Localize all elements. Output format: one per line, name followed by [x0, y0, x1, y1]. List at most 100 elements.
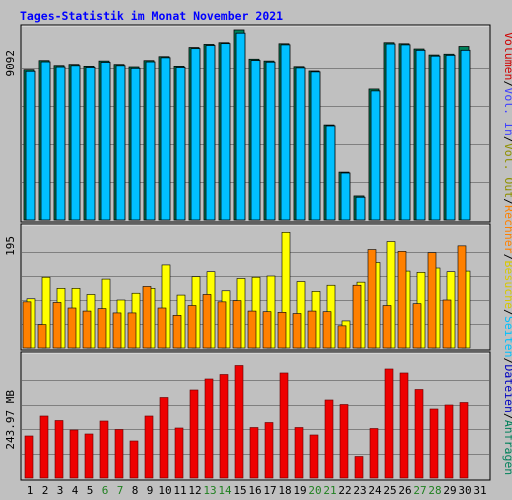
legend-entry: / [502, 136, 512, 143]
legend-entry: / [502, 254, 512, 261]
dateien-bar [325, 125, 336, 221]
rechner-bar [262, 311, 272, 349]
day-tick-label: 19 [293, 484, 306, 497]
rechner-bar [97, 308, 107, 349]
dateien-bar [205, 45, 216, 221]
dateien-bar [355, 196, 366, 221]
dateien-bar [130, 67, 141, 221]
legend-entry: Vol. In [502, 87, 512, 135]
chart-title: Tages-Statistik im Monat November 2021 [20, 9, 283, 23]
volumen-bar [384, 368, 394, 479]
day-tick-label: 9 [147, 484, 154, 497]
day-tick-label: 13 [203, 484, 216, 497]
volumen-bar [369, 428, 379, 479]
dateien-bar [220, 43, 231, 221]
dateien-bar [235, 32, 246, 221]
rechner-bar [127, 312, 137, 349]
day-tick-label: 2 [42, 484, 49, 497]
day-tick-label: 21 [323, 484, 336, 497]
day-tick-label: 5 [87, 484, 94, 497]
volumen-bar [114, 429, 124, 479]
dateien-bar [340, 172, 351, 221]
volumen-bar [219, 374, 229, 479]
dateien-bar [175, 67, 186, 221]
volumen-bar [84, 433, 94, 479]
volumen-bar [399, 372, 409, 479]
dateien-bar [415, 49, 426, 221]
rechner-bar [52, 302, 62, 349]
legend-entry: / [502, 413, 512, 420]
legend-entry: Besuche [502, 261, 512, 310]
hits-panel: 9092 [4, 24, 491, 223]
rechner-bar [142, 286, 152, 349]
rechner-bar [202, 294, 212, 349]
dateien-bar [70, 65, 81, 221]
dateien-bar [265, 61, 276, 221]
volumen-bar [99, 420, 109, 479]
dateien-bar [280, 44, 291, 221]
volumen-bar [264, 422, 274, 479]
dateien-bar [430, 55, 441, 221]
day-tick-label: 29 [443, 484, 456, 497]
rechner-bar [442, 299, 452, 349]
series-legend: Volumen/Vol. In/Vol. Out/Rechner/Besuche… [502, 32, 512, 475]
day-tick-label: 11 [173, 484, 186, 497]
visits-panel: 195 [4, 223, 491, 351]
volumen-bar [459, 402, 469, 479]
volumen-bar [129, 440, 139, 479]
day-tick-label: 20 [308, 484, 321, 497]
day-tick-label: 4 [72, 484, 79, 497]
legend-entry: / [502, 358, 512, 365]
rechner-bar [172, 315, 182, 349]
rechner-bar [307, 310, 317, 349]
rechner-bar [217, 301, 227, 349]
rechner-bar [37, 324, 47, 349]
day-tick-label: 10 [158, 484, 171, 497]
day-tick-label: 6 [102, 484, 109, 497]
y-axis-max-label: 9092 [4, 50, 17, 77]
volumen-bar [249, 427, 259, 479]
volumen-bar [414, 389, 424, 479]
volumen-bar [339, 404, 349, 479]
dateien-bar [55, 66, 66, 221]
day-tick-label: 26 [398, 484, 411, 497]
day-axis: 1 2 3 4 5 6 7 8 9 10 11 12 13 14 15 16 17 18 19 20 21 22 23 24 2… [27, 484, 487, 497]
dateien-bar [400, 44, 411, 221]
dateien-bar [370, 90, 381, 221]
dateien-bar [310, 71, 321, 221]
volumen-bar [189, 389, 199, 479]
day-tick-label: 17 [263, 484, 276, 497]
legend-entry: Vol. Out [502, 143, 512, 198]
day-tick-label: 12 [188, 484, 201, 497]
volumen-bar [309, 434, 319, 479]
volumen-bar [54, 420, 64, 479]
volumen-bar [24, 435, 34, 479]
rechner-bar [247, 310, 257, 349]
legend-entry: / [502, 198, 512, 205]
legend-entry: Volumen [502, 32, 512, 80]
rechner-bar [82, 310, 92, 349]
rechner-bar [382, 305, 392, 349]
rechner-bar [412, 303, 422, 349]
legend-entry: / [502, 80, 512, 87]
day-tick-label: 3 [57, 484, 64, 497]
rechner-bar [157, 307, 167, 349]
rechner-bar [322, 311, 332, 349]
day-tick-label: 22 [338, 484, 351, 497]
y-axis-max-label: 243.97 MB [4, 390, 17, 450]
dateien-bar [100, 62, 111, 221]
dateien-bar [160, 57, 171, 221]
day-tick-label: 23 [353, 484, 366, 497]
legend-entry: Rechner [502, 205, 512, 254]
volumen-bar [324, 399, 334, 479]
dateien-bar [25, 70, 36, 221]
rechner-bar [367, 249, 377, 349]
day-tick-label: 8 [132, 484, 139, 497]
day-tick-label: 24 [368, 484, 382, 497]
volumen-bar [204, 378, 214, 479]
day-tick-label: 31 [473, 484, 486, 497]
dateien-bar [445, 54, 456, 221]
rechner-bar [232, 300, 242, 349]
dateien-bar [190, 48, 201, 221]
